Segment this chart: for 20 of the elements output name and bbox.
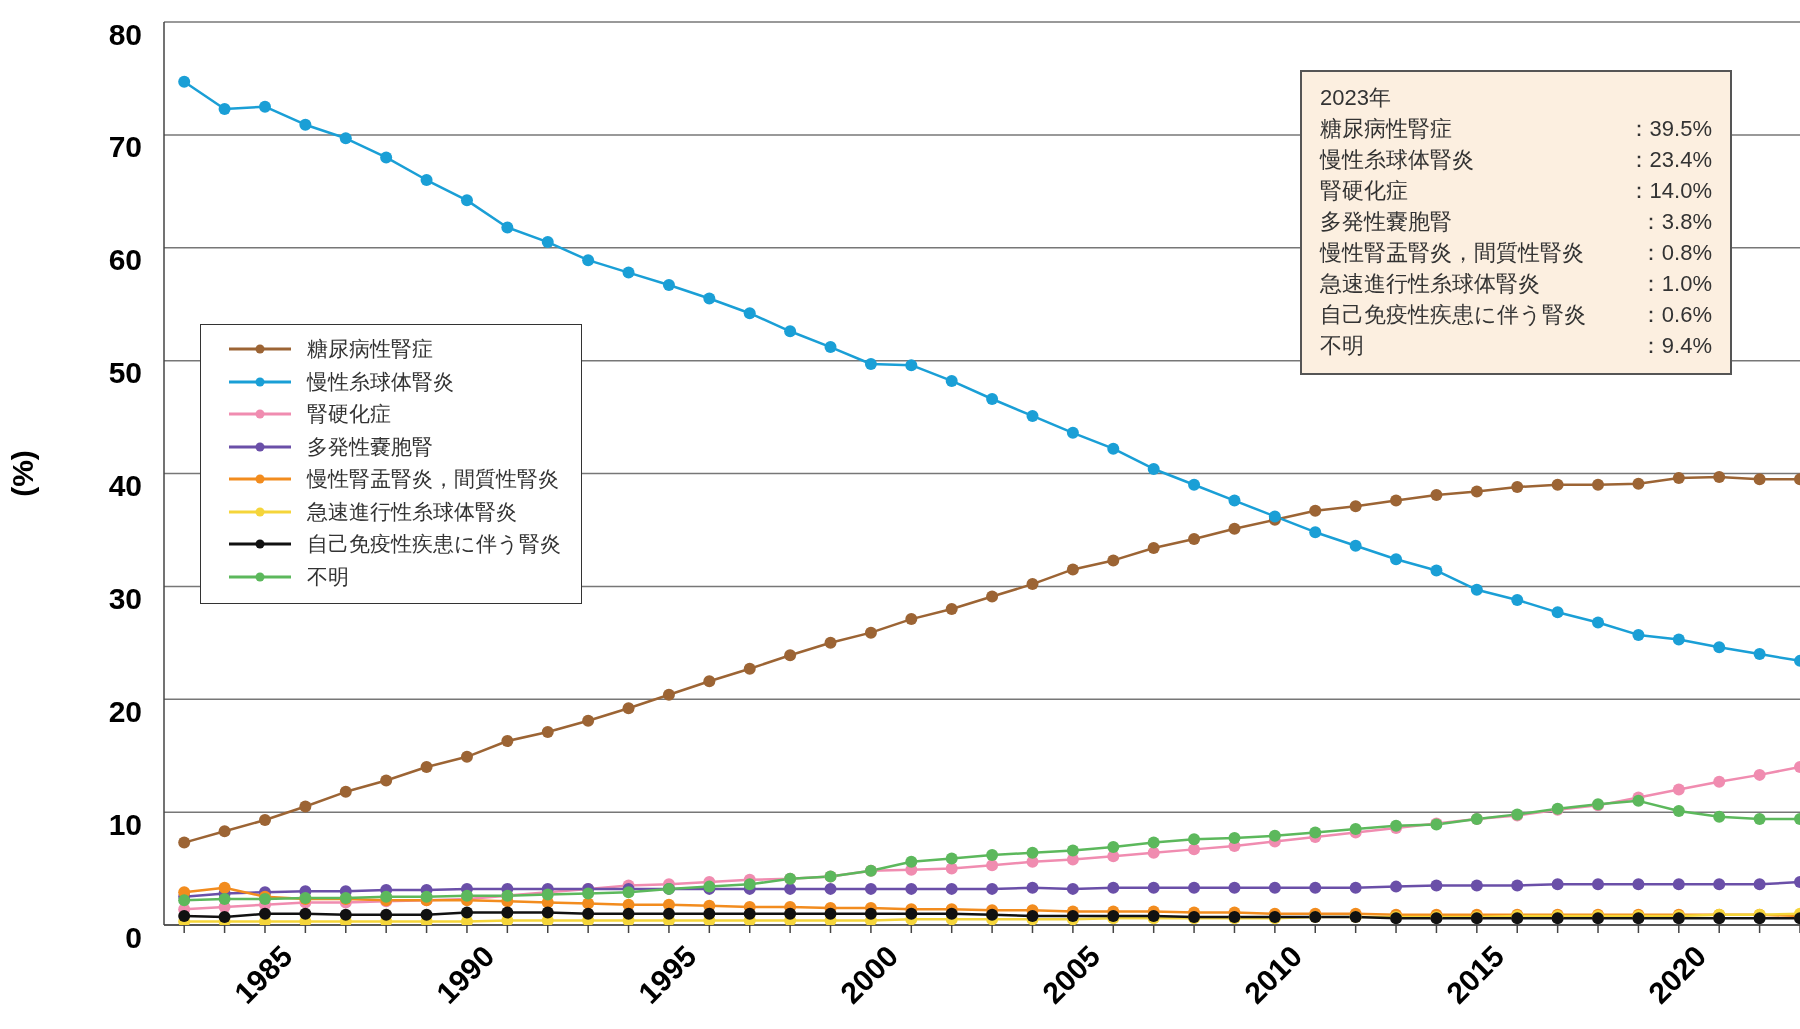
- legend-label: 慢性腎盂腎炎，間質性腎炎: [307, 466, 559, 493]
- y-tick-label: 40: [108, 469, 142, 502]
- legend-label: 腎硬化症: [307, 401, 391, 428]
- y-tick-label: 10: [108, 807, 142, 841]
- y-tick-label: 50: [108, 356, 142, 390]
- y-tick-label: 0: [125, 920, 142, 954]
- legend-label: 慢性糸球体腎炎: [307, 368, 454, 395]
- y-axis-title: (%): [5, 450, 39, 497]
- legend-label: 糖尿病性腎症: [307, 336, 433, 363]
- y-tick-label: 80: [108, 17, 142, 51]
- annotation: 2023年: [1320, 84, 1392, 112]
- legend-label: 急速進行性糸球体腎炎: [307, 498, 517, 525]
- note-box: 2023年 糖尿病性腎症：39.5% 慢性糸球体腎炎：23.4% 腎硬化症：14.0% 多発性嚢胞腎：3.8% 慢性腎盂腎炎，間質性腎炎：0.8% 急速進行性糸球体腎炎：1.0% 自己免疫性疾患に伴う腎炎：0.6% 不明：9.4%: [1300, 70, 1732, 375]
- legend-label: 多発性嚢胞腎: [307, 433, 433, 460]
- y-tick-label: 70: [108, 130, 142, 164]
- legend-label: 不明: [307, 563, 349, 590]
- legend-label: 自己免疫性疾患に伴う腎炎: [307, 531, 561, 558]
- y-tick-label: 20: [108, 694, 142, 728]
- y-tick-label: 60: [108, 243, 142, 277]
- y-tick-label: 30: [108, 581, 142, 615]
